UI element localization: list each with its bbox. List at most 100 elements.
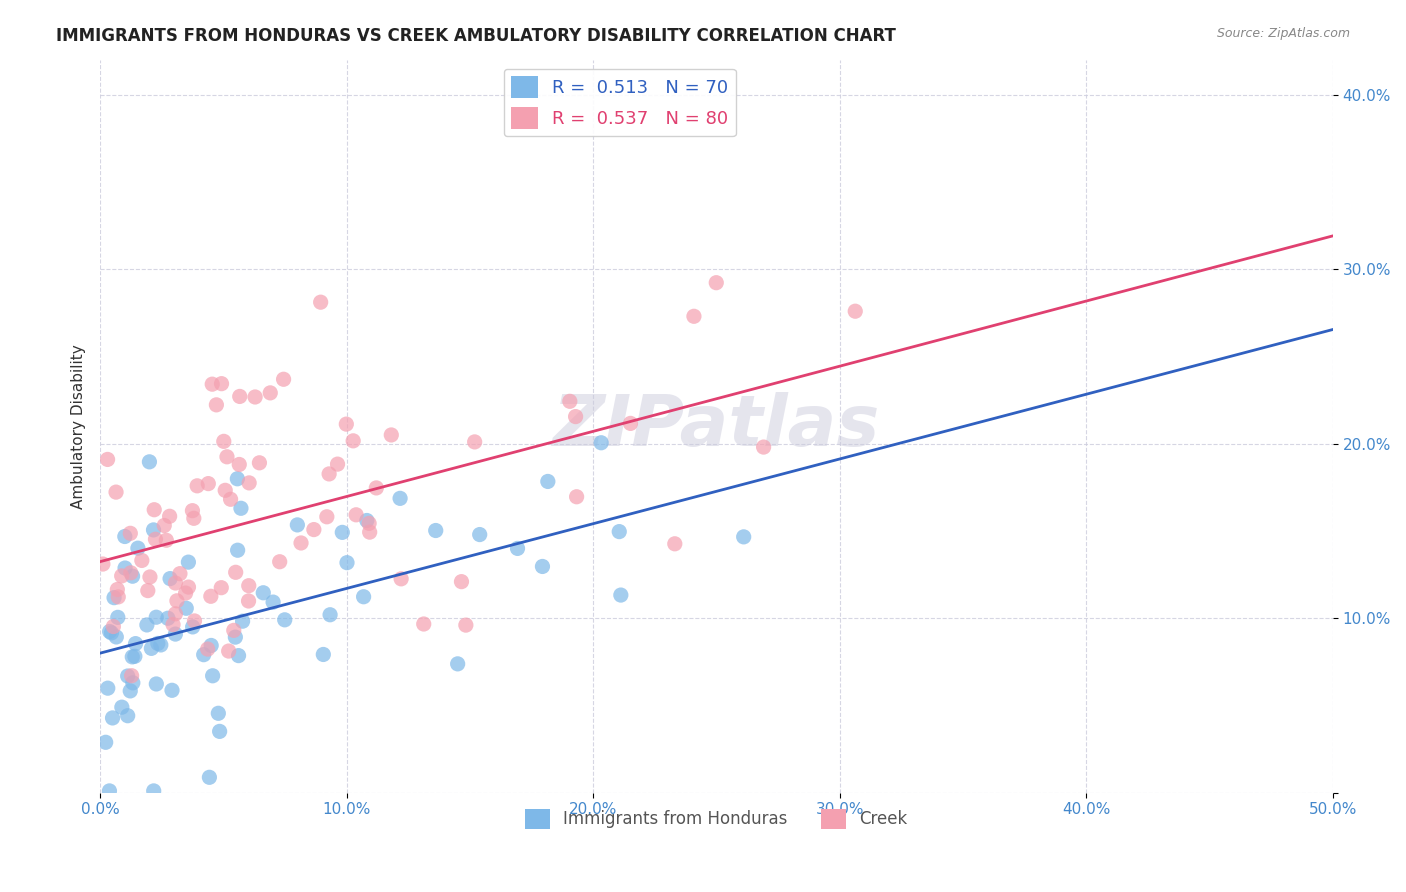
Point: [309, 295, 332, 310]
Point: [344, 508, 367, 522]
Point: [252, 586, 274, 600]
Point: [389, 572, 412, 586]
Point: [232, 614, 254, 628]
Point: [136, 583, 159, 598]
Point: [319, 607, 342, 622]
Point: [315, 509, 337, 524]
Point: [558, 394, 581, 409]
Point: [135, 618, 157, 632]
Point: [174, 601, 197, 615]
Point: [142, 784, 165, 798]
Point: [356, 514, 378, 528]
Point: [389, 491, 412, 506]
Point: [97, 681, 120, 695]
Point: [226, 472, 249, 486]
Point: [243, 390, 266, 404]
Point: [607, 524, 630, 539]
Point: [285, 517, 308, 532]
Point: [98, 784, 121, 798]
Point: [146, 636, 169, 650]
Point: [117, 708, 139, 723]
Point: [330, 525, 353, 540]
Point: [318, 467, 340, 481]
Text: ZIPatlas: ZIPatlas: [553, 392, 880, 460]
Point: [114, 529, 136, 543]
Point: [131, 553, 153, 567]
Point: [229, 501, 252, 516]
Point: [302, 523, 325, 537]
Point: [412, 617, 434, 632]
Point: [165, 627, 187, 641]
Point: [224, 630, 246, 644]
Point: [165, 576, 187, 591]
Point: [506, 541, 529, 556]
Point: [219, 492, 242, 507]
Point: [141, 641, 163, 656]
Point: [664, 537, 686, 551]
Point: [201, 669, 224, 683]
Point: [565, 490, 588, 504]
Point: [142, 523, 165, 537]
Point: [229, 389, 252, 403]
Point: [752, 440, 775, 454]
Point: [143, 502, 166, 516]
Point: [274, 613, 297, 627]
Point: [121, 675, 143, 690]
Point: [464, 434, 486, 449]
Point: [273, 372, 295, 386]
Point: [249, 456, 271, 470]
Point: [153, 518, 176, 533]
Point: [169, 566, 191, 581]
Point: [103, 619, 125, 633]
Point: [100, 626, 122, 640]
Point: [259, 385, 281, 400]
Point: [262, 595, 284, 609]
Point: [193, 648, 215, 662]
Point: [269, 555, 291, 569]
Point: [228, 458, 250, 472]
Point: [117, 669, 139, 683]
Point: [111, 569, 134, 583]
Point: [124, 637, 146, 651]
Point: [733, 530, 755, 544]
Point: [619, 417, 641, 431]
Point: [610, 588, 633, 602]
Point: [127, 541, 149, 556]
Point: [209, 581, 232, 595]
Point: [145, 677, 167, 691]
Point: [359, 516, 381, 531]
Point: [101, 711, 124, 725]
Point: [359, 525, 381, 540]
Point: [591, 435, 613, 450]
Point: [166, 594, 188, 608]
Point: [205, 398, 228, 412]
Point: [222, 624, 245, 638]
Point: [97, 452, 120, 467]
Point: [197, 476, 219, 491]
Point: [111, 700, 134, 714]
Point: [155, 533, 177, 548]
Point: [312, 648, 335, 662]
Point: [156, 611, 179, 625]
Point: [105, 582, 128, 597]
Point: [226, 543, 249, 558]
Point: [450, 574, 472, 589]
Point: [162, 617, 184, 632]
Point: [225, 566, 247, 580]
Point: [218, 644, 240, 658]
Point: [177, 580, 200, 594]
Point: [186, 479, 208, 493]
Point: [335, 417, 357, 431]
Point: [98, 624, 121, 639]
Legend: Immigrants from Honduras, Creek: Immigrants from Honduras, Creek: [519, 802, 914, 836]
Point: [149, 638, 172, 652]
Point: [564, 409, 586, 424]
Point: [181, 504, 204, 518]
Point: [214, 483, 236, 498]
Point: [208, 724, 231, 739]
Point: [183, 511, 205, 525]
Point: [107, 610, 129, 624]
Point: [200, 639, 222, 653]
Point: [215, 450, 238, 464]
Point: [197, 642, 219, 657]
